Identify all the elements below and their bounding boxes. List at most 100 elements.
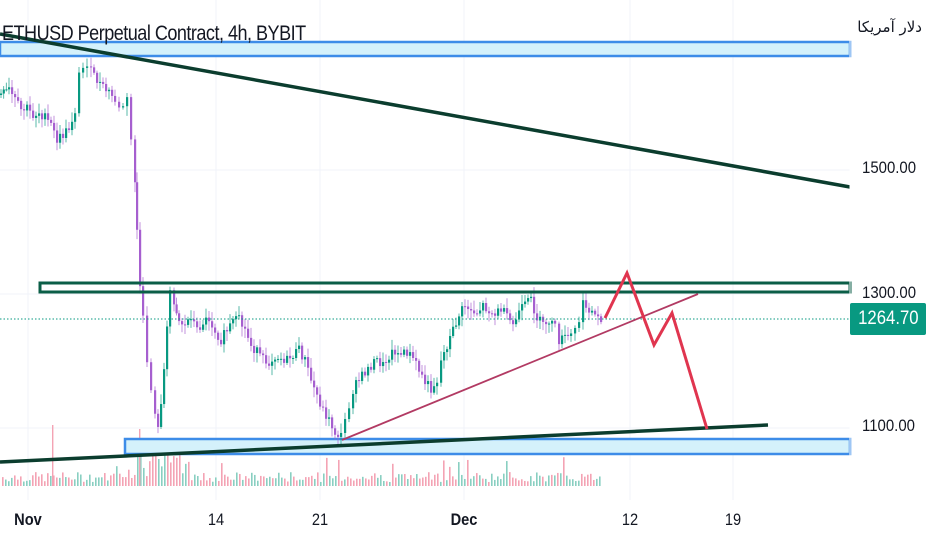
volume-bar — [554, 475, 556, 486]
candle-down — [226, 330, 229, 332]
candle-down — [418, 360, 421, 372]
candle-up — [205, 317, 208, 325]
volume-bar — [452, 476, 454, 486]
volume-bar — [380, 475, 382, 486]
candle-up — [527, 298, 530, 302]
volume-bar — [314, 478, 316, 486]
volume-bar — [299, 479, 301, 486]
volume-bar — [578, 480, 580, 486]
volume-bar — [491, 473, 493, 486]
volume-bar — [410, 475, 412, 486]
candle-down — [47, 113, 50, 120]
candle-up — [256, 347, 259, 354]
candle-up — [355, 380, 358, 394]
volume-bar — [215, 477, 217, 486]
volume-bar — [392, 463, 394, 486]
volume-bar — [8, 481, 10, 486]
candle-up — [521, 304, 524, 311]
candle-down — [11, 87, 14, 95]
candle-down — [509, 313, 512, 321]
candle-down — [90, 66, 93, 68]
candle-up — [591, 310, 594, 313]
volume-bar — [29, 480, 31, 486]
volume-bar — [200, 480, 202, 486]
volume-bar — [407, 478, 409, 486]
candle-down — [53, 122, 56, 131]
volume-bar — [422, 477, 424, 486]
volume-bar — [227, 476, 229, 486]
volume-bar — [95, 477, 97, 486]
volume-bar — [329, 475, 331, 486]
volume-bar — [287, 481, 289, 486]
volume-bar — [485, 478, 487, 486]
candle-down — [421, 371, 424, 375]
volume-bar — [572, 479, 574, 486]
candle-down — [536, 313, 539, 321]
candle-down — [325, 407, 328, 419]
volume-bar — [242, 479, 244, 486]
volume-bar — [509, 472, 511, 486]
candle-up — [235, 316, 238, 320]
time-tick-12: 12 — [621, 510, 639, 529]
candle-down — [467, 306, 470, 310]
price-tick-1300: 1300.00 — [862, 283, 917, 302]
candle-down — [181, 321, 184, 325]
volume-bar — [368, 479, 370, 486]
volume-bar — [104, 473, 106, 486]
candle-up — [292, 358, 295, 360]
candle-down — [68, 128, 71, 131]
volume-bar — [50, 475, 52, 486]
candle-down — [533, 296, 536, 314]
volume-bar — [347, 476, 349, 486]
volume-bar — [536, 472, 538, 486]
volume-bar — [185, 463, 187, 486]
volume-bar — [194, 474, 196, 486]
volume-bar — [230, 479, 232, 486]
volume-bar — [545, 481, 547, 486]
candle-down — [184, 324, 187, 326]
volume-bar — [248, 478, 250, 486]
volume-bar — [470, 478, 472, 486]
volume-bar — [548, 475, 550, 486]
candle-down — [554, 320, 557, 324]
volume-bar — [52, 425, 54, 486]
candle-up — [344, 419, 347, 433]
candle-down — [476, 313, 479, 315]
candle-down — [512, 320, 515, 325]
volume-bar — [245, 476, 247, 486]
volume-bar — [59, 477, 61, 486]
candle-up — [65, 128, 68, 138]
candle-up — [340, 432, 343, 437]
candle-down — [585, 300, 588, 308]
candle-down — [142, 286, 145, 316]
candle-up — [582, 300, 585, 323]
volume-bar — [41, 474, 43, 486]
volume-bar — [233, 479, 235, 486]
volume-bar — [152, 452, 154, 486]
candle-down — [268, 363, 271, 366]
candle-down — [62, 133, 65, 138]
volume-bar — [386, 481, 388, 486]
candle-down — [370, 366, 373, 370]
volume-bar — [137, 456, 139, 486]
price-tick-1100: 1100.00 — [862, 416, 915, 435]
candle-down — [241, 315, 244, 327]
volume-bar — [524, 480, 526, 486]
candle-up — [298, 345, 301, 350]
volume-bar — [5, 479, 7, 486]
volume-bar — [560, 473, 562, 486]
volume-bar — [98, 477, 100, 486]
candle-up — [86, 66, 89, 68]
candle-down — [464, 306, 467, 308]
candle-up — [202, 324, 205, 330]
volume-bar — [278, 472, 280, 486]
volume-bar — [527, 481, 529, 486]
volume-bar — [116, 466, 118, 486]
volume-bar — [11, 477, 13, 486]
volume-bar — [437, 473, 439, 486]
volume-bar — [515, 478, 517, 486]
candle-down — [597, 314, 600, 317]
candle-down — [424, 374, 427, 385]
